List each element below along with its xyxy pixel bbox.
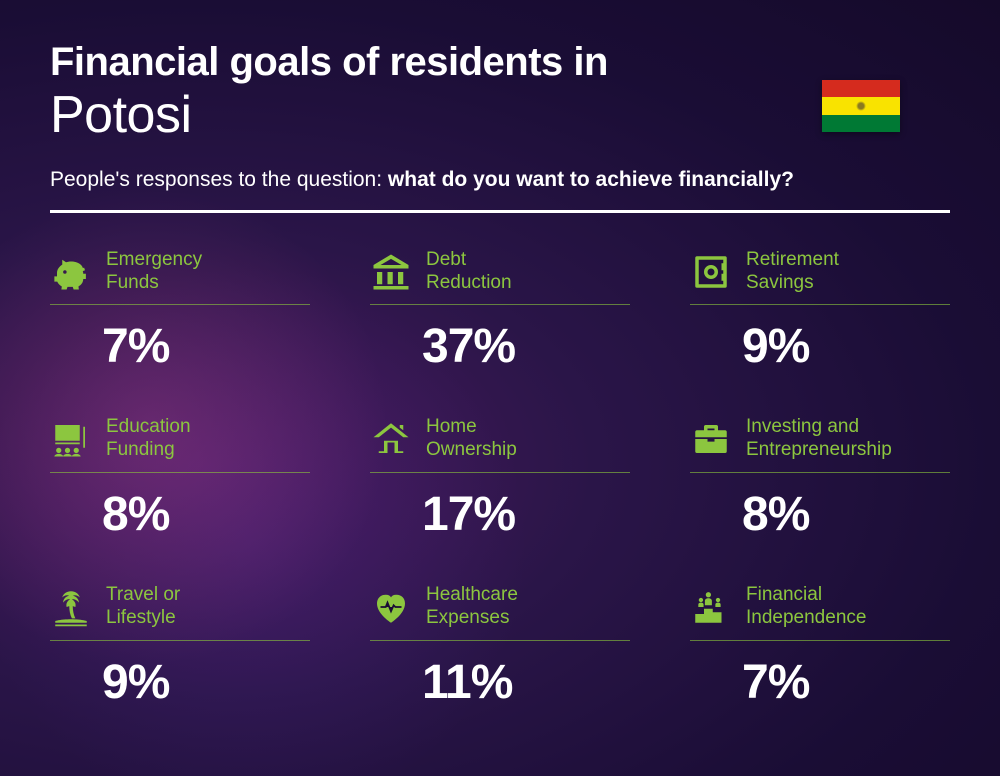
- stat-label-line1: Healthcare: [426, 584, 518, 607]
- page-title-line1: Financial goals of residents in: [50, 40, 950, 84]
- heart-icon: [370, 586, 412, 628]
- stat-label-line2: Funds: [106, 272, 202, 295]
- subtitle-prefix: People's responses to the question:: [50, 168, 388, 191]
- stat-item-head: FinancialIndependence: [690, 584, 950, 641]
- stat-label: Investing andEntrepreneurship: [746, 416, 892, 462]
- divider: [50, 210, 950, 213]
- stat-item-head: Travel orLifestyle: [50, 584, 310, 641]
- subtitle-bold: what do you want to achieve financially?: [388, 168, 794, 191]
- stat-label: HomeOwnership: [426, 416, 517, 462]
- stat-item: HealthcareExpenses 11%: [370, 584, 630, 710]
- stat-item: Investing andEntrepreneurship 8%: [690, 416, 950, 542]
- stat-label-line1: Financial: [746, 584, 866, 607]
- stat-percent: 8%: [690, 487, 950, 542]
- flag: [822, 80, 900, 132]
- stat-item-head: Investing andEntrepreneurship: [690, 416, 950, 473]
- stat-item: DebtReduction 37%: [370, 249, 630, 375]
- flag-stripe-top: [822, 80, 900, 97]
- stat-label: EmergencyFunds: [106, 249, 202, 295]
- stat-item: HomeOwnership 17%: [370, 416, 630, 542]
- stat-percent: 37%: [370, 319, 630, 374]
- palm-icon: [50, 586, 92, 628]
- stat-label-line1: Travel or: [106, 584, 180, 607]
- stat-item: EducationFunding 8%: [50, 416, 310, 542]
- stat-item-head: EmergencyFunds: [50, 249, 310, 306]
- stat-label: Travel orLifestyle: [106, 584, 180, 630]
- stat-label-line1: Retirement: [746, 249, 839, 272]
- stat-percent: 8%: [50, 487, 310, 542]
- stat-label-line2: Entrepreneurship: [746, 439, 892, 462]
- stat-percent: 7%: [690, 655, 950, 710]
- stat-label-line2: Expenses: [426, 607, 518, 630]
- flag-stripe-mid: [822, 97, 900, 114]
- stats-grid: EmergencyFunds 7% DebtReduction 37% Retireme…: [50, 249, 950, 710]
- subtitle: People's responses to the question: what…: [50, 168, 950, 192]
- stat-percent: 7%: [50, 319, 310, 374]
- stat-label-line2: Reduction: [426, 272, 512, 295]
- education-icon: [50, 418, 92, 460]
- stat-label-line1: Home: [426, 416, 517, 439]
- stat-label-line2: Lifestyle: [106, 607, 180, 630]
- podium-icon: [690, 586, 732, 628]
- stat-label: RetirementSavings: [746, 249, 839, 295]
- stat-label-line2: Funding: [106, 439, 191, 462]
- bank-icon: [370, 251, 412, 293]
- stat-label-line1: Debt: [426, 249, 512, 272]
- stat-label: FinancialIndependence: [746, 584, 866, 630]
- stat-item-head: HomeOwnership: [370, 416, 630, 473]
- stat-item-head: EducationFunding: [50, 416, 310, 473]
- stat-percent: 9%: [690, 319, 950, 374]
- piggy-bank-icon: [50, 251, 92, 293]
- stat-percent: 11%: [370, 655, 630, 710]
- flag-stripe-bot: [822, 115, 900, 132]
- stat-label: EducationFunding: [106, 416, 191, 462]
- stat-label: DebtReduction: [426, 249, 512, 295]
- stat-item: RetirementSavings 9%: [690, 249, 950, 375]
- stat-percent: 9%: [50, 655, 310, 710]
- stat-label-line2: Savings: [746, 272, 839, 295]
- stat-percent: 17%: [370, 487, 630, 542]
- stat-label-line1: Investing and: [746, 416, 892, 439]
- stat-label-line2: Independence: [746, 607, 866, 630]
- safe-icon: [690, 251, 732, 293]
- stat-label-line1: Emergency: [106, 249, 202, 272]
- stat-item: EmergencyFunds 7%: [50, 249, 310, 375]
- stat-label: HealthcareExpenses: [426, 584, 518, 630]
- stat-label-line1: Education: [106, 416, 191, 439]
- stat-item-head: RetirementSavings: [690, 249, 950, 306]
- stat-item-head: HealthcareExpenses: [370, 584, 630, 641]
- page-title-line2: Potosi: [50, 86, 950, 146]
- header: Financial goals of residents in Potosi P…: [50, 40, 950, 192]
- stat-item: Travel orLifestyle 9%: [50, 584, 310, 710]
- stat-item: FinancialIndependence 7%: [690, 584, 950, 710]
- stat-label-line2: Ownership: [426, 439, 517, 462]
- briefcase-icon: [690, 418, 732, 460]
- house-icon: [370, 418, 412, 460]
- flag-emblem: [856, 101, 866, 111]
- stat-item-head: DebtReduction: [370, 249, 630, 306]
